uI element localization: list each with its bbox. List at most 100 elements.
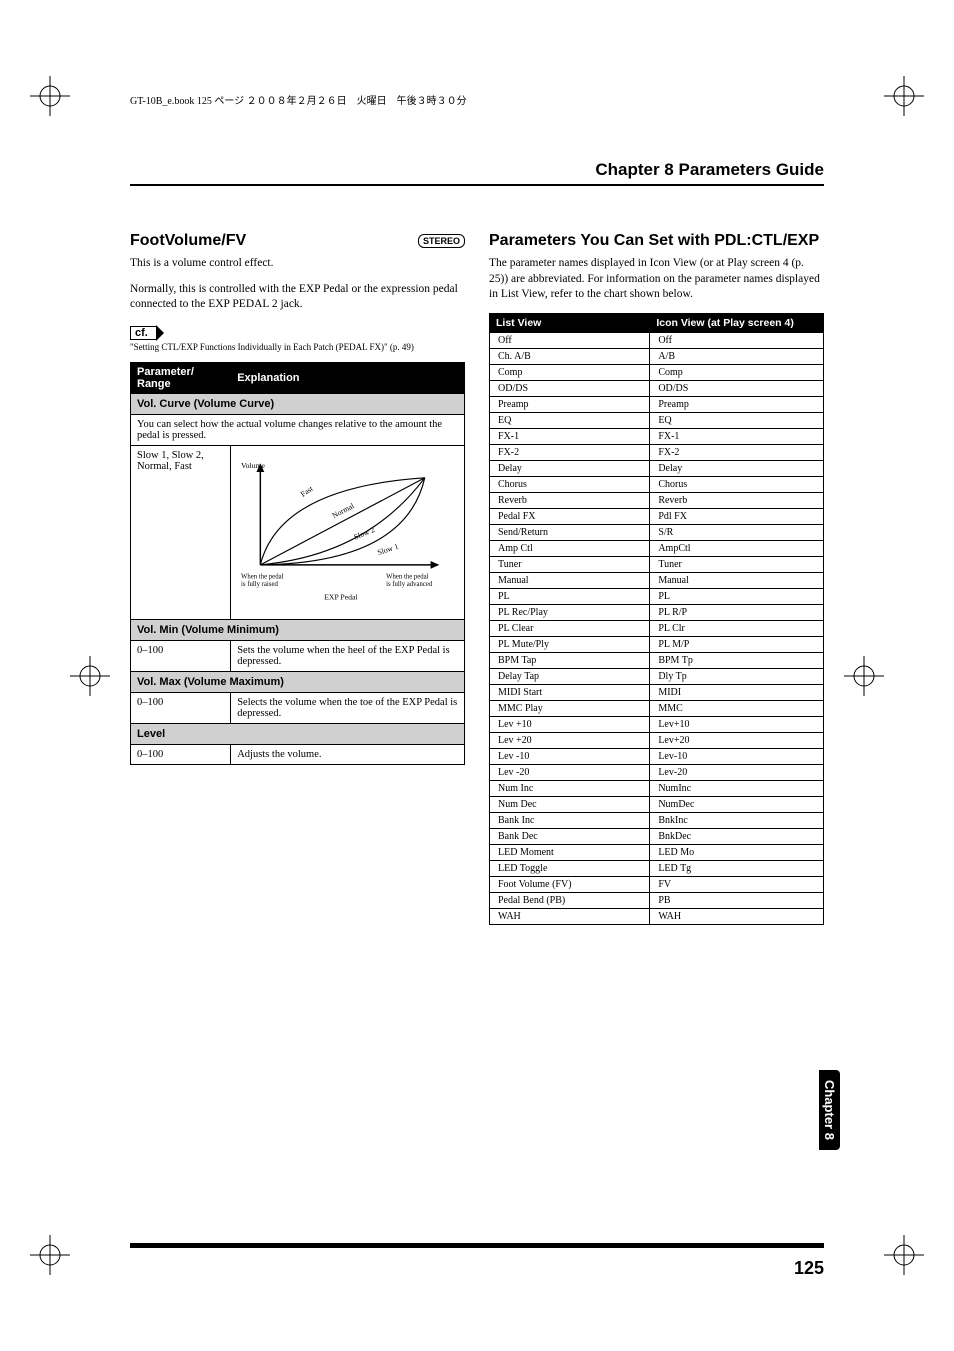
volmin-desc: Sets the volume when the heel of the EXP… [231,640,465,671]
icon-view-cell: Lev+20 [650,732,824,748]
icon-view-cell: EQ [650,412,824,428]
icon-view-cell: NumInc [650,780,824,796]
icon-view-cell: BnkDec [650,828,824,844]
table-row: PL Mute/PlyPL M/P [490,636,824,652]
table-row: PLPL [490,588,824,604]
table-row: Bank IncBnkInc [490,812,824,828]
list-view-cell: Off [490,332,650,348]
table-row: CompComp [490,364,824,380]
list-view-cell: Delay [490,460,650,476]
curve-diagram-svg: Volume Fast Normal Slow 2 Slow 1 When th… [241,456,454,606]
icon-view-cell: AmpCtl [650,540,824,556]
chapter-header: Chapter 8 Parameters Guide [130,160,824,186]
table-row: OD/DSOD/DS [490,380,824,396]
list-view-cell: Reverb [490,492,650,508]
list-view-cell: Bank Dec [490,828,650,844]
right-column: Parameters You Can Set with PDL:CTL/EXP … [489,232,824,925]
subheader-volmin: Vol. Min (Volume Minimum) [131,619,465,640]
level-desc: Adjusts the volume. [231,744,465,764]
list-view-cell: Lev +20 [490,732,650,748]
icon-view-cell: Lev-10 [650,748,824,764]
subheader-volmax: Vol. Max (Volume Maximum) [131,671,465,692]
list-view-cell: PL [490,588,650,604]
icon-view-cell: A/B [650,348,824,364]
list-view-cell: Comp [490,364,650,380]
list-view-cell: PL Rec/Play [490,604,650,620]
icon-view-cell: FX-1 [650,428,824,444]
table-row: Foot Volume (FV)FV [490,876,824,892]
list-view-cell: PL Clear [490,620,650,636]
svg-text:is fully raised: is fully raised [241,581,278,588]
svg-text:EXP Pedal: EXP Pedal [324,592,357,601]
list-view-cell: OD/DS [490,380,650,396]
subheader-volcurve: Vol. Curve (Volume Curve) [131,393,465,414]
icon-view-cell: Lev-20 [650,764,824,780]
body-text: Normally, this is controlled with the EX… [130,282,465,313]
section-title: Parameters You Can Set with PDL:CTL/EXP [489,232,824,250]
icon-view-cell: Dly Tp [650,668,824,684]
icon-view-cell: FV [650,876,824,892]
list-view-cell: Delay Tap [490,668,650,684]
list-view-cell: FX-1 [490,428,650,444]
table-row: MMC PlayMMC [490,700,824,716]
volcurve-diagram: Volume Fast Normal Slow 2 Slow 1 When th… [231,445,465,619]
table-row: FX-1FX-1 [490,428,824,444]
registration-mark-icon [30,1235,70,1275]
svg-text:Normal: Normal [331,501,356,520]
left-column: FootVolume/FV STEREO This is a volume co… [130,232,465,925]
list-view-cell: Pedal Bend (PB) [490,892,650,908]
parameter-table: Parameter/ Range Explanation Vol. Curve … [130,362,465,765]
icon-view-cell: Delay [650,460,824,476]
icon-view-cell: OD/DS [650,380,824,396]
volmin-range: 0–100 [131,640,231,671]
table-row: PL ClearPL Clr [490,620,824,636]
table-row: LED MomentLED Mo [490,844,824,860]
list-view-cell: Manual [490,572,650,588]
registration-mark-icon [70,656,110,696]
icon-view-cell: Manual [650,572,824,588]
th-list-view: List View [490,313,650,332]
table-row: LED ToggleLED Tg [490,860,824,876]
svg-text:When the pedal: When the pedal [241,573,284,580]
registration-mark-icon [844,656,884,696]
table-row: Pedal Bend (PB)PB [490,892,824,908]
table-row: Lev -20Lev-20 [490,764,824,780]
svg-text:Slow 1: Slow 1 [376,541,400,556]
list-view-cell: Tuner [490,556,650,572]
icon-view-cell: Pdl FX [650,508,824,524]
list-view-cell: Bank Inc [490,812,650,828]
list-view-cell: Foot Volume (FV) [490,876,650,892]
cf-reference-text: "Setting CTL/EXP Functions Individually … [130,342,465,352]
volmax-desc: Selects the volume when the toe of the E… [231,692,465,723]
table-row: Pedal FXPdl FX [490,508,824,524]
table-row: TunerTuner [490,556,824,572]
mapping-table: List View Icon View (at Play screen 4) O… [489,313,824,925]
table-row: ChorusChorus [490,476,824,492]
icon-view-cell: BnkInc [650,812,824,828]
table-row: OffOff [490,332,824,348]
list-view-cell: Preamp [490,396,650,412]
list-view-cell: LED Toggle [490,860,650,876]
table-row: FX-2FX-2 [490,444,824,460]
footer-rule [130,1243,824,1251]
table-row: PreampPreamp [490,396,824,412]
volcurve-range: Slow 1, Slow 2, Normal, Fast [131,445,231,619]
icon-view-cell: Lev+10 [650,716,824,732]
intro-text: The parameter names displayed in Icon Vi… [489,256,824,303]
svg-text:When the pedal: When the pedal [386,573,429,580]
list-view-cell: Lev -20 [490,764,650,780]
list-view-cell: Lev -10 [490,748,650,764]
icon-view-cell: WAH [650,908,824,924]
svg-text:Fast: Fast [299,483,315,498]
subheader-level: Level [131,723,465,744]
icon-view-cell: Off [650,332,824,348]
table-row: Lev -10Lev-10 [490,748,824,764]
page-content: Chapter 8 Parameters Guide FootVolume/FV… [130,160,824,1251]
table-row: Amp CtlAmpCtl [490,540,824,556]
intro-text: This is a volume control effect. [130,256,465,272]
th-explanation: Explanation [231,362,465,393]
table-row: WAHWAH [490,908,824,924]
list-view-cell: MMC Play [490,700,650,716]
list-view-cell: Ch. A/B [490,348,650,364]
icon-view-cell: NumDec [650,796,824,812]
